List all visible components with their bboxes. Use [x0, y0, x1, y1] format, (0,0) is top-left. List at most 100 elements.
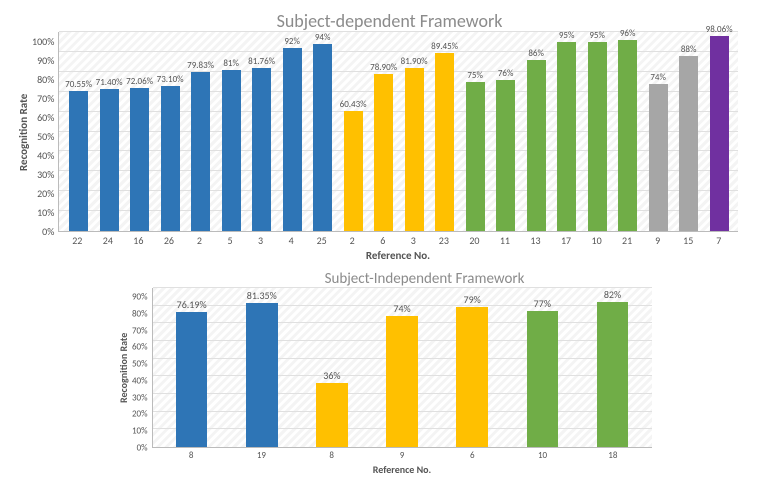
bar: 76%	[496, 80, 515, 231]
xtick-label: 6	[437, 450, 507, 461]
xtick-label: 3	[398, 234, 429, 247]
xtick-label: 10	[581, 234, 612, 247]
xtick-label: 8	[156, 450, 226, 461]
bar-slot: 78.90%	[368, 32, 399, 231]
bar: 71.40%	[100, 89, 119, 231]
bar: 36%	[316, 383, 348, 447]
bar: 81.76%	[252, 68, 271, 231]
chart-subject-dependent: Subject-dependent Framework Recognition …	[15, 10, 764, 262]
bar-value-label: 60.43%	[340, 99, 367, 111]
bar-value-label: 94%	[315, 32, 331, 44]
xtick-label: 10	[507, 450, 577, 461]
bar: 92%	[283, 48, 302, 231]
xtick-label: 3	[245, 234, 276, 247]
bar-slot: 95%	[551, 32, 582, 231]
chart1-title: Subject-dependent Framework	[15, 10, 764, 32]
bar-slot: 76%	[490, 32, 521, 231]
bar: 88%	[679, 56, 698, 231]
bars-layer: 76.19% 81.35% 36% 74% 79% 77% 82%	[153, 288, 652, 447]
chart1-ylabel: Recognition Rate	[15, 32, 32, 232]
ytick-label: 60%	[32, 113, 54, 123]
bar-value-label: 76%	[498, 68, 514, 80]
bar-value-label: 74%	[650, 72, 666, 84]
xtick-label: 4	[276, 234, 307, 247]
bar-value-label: 95%	[589, 30, 605, 42]
xtick-label: 22	[62, 234, 93, 247]
xtick-label: 8	[297, 450, 367, 461]
bar: 79%	[456, 307, 488, 447]
ytick-label: 80%	[32, 75, 54, 85]
bar-value-label: 89.45%	[431, 41, 458, 53]
bar: 82%	[597, 302, 629, 447]
bar-slot: 74%	[643, 32, 674, 231]
ytick-label: 0%	[32, 227, 54, 237]
bar-slot: 77%	[507, 288, 577, 447]
xtick-label: 24	[93, 234, 124, 247]
bar: 74%	[649, 84, 668, 231]
ytick-label: 30%	[132, 393, 148, 402]
bar-value-label: 71.40%	[96, 77, 123, 89]
ytick-label: 20%	[132, 410, 148, 419]
bar: 79.83%	[191, 72, 210, 231]
bar-slot: 81%	[216, 32, 247, 231]
chart2-plot-area: 76.19% 81.35% 36% 74% 79% 77% 82%	[152, 288, 652, 448]
bar: 95%	[588, 42, 607, 231]
bar: 89.45%	[435, 53, 454, 231]
xtick-label: 2	[337, 234, 368, 247]
chart1-xlabel: Reference No.	[58, 249, 738, 262]
xtick-label: 13	[520, 234, 551, 247]
bar-slot: 94%	[307, 32, 338, 231]
bar-slot: 74%	[367, 288, 437, 447]
bar-slot: 96%	[612, 32, 643, 231]
bar-slot: 81.90%	[399, 32, 430, 231]
xtick-label: 7	[703, 234, 734, 247]
bar: 60.43%	[344, 111, 363, 231]
bar-value-label: 73.10%	[157, 74, 184, 86]
bar: 94%	[313, 44, 332, 231]
bar: 98.06%	[710, 36, 729, 231]
bar-slot: 98.06%	[704, 32, 735, 231]
bar-value-label: 78.90%	[370, 62, 397, 74]
bars-layer: 70.55%71.40%72.06%73.10%79.83%81%81.76%9…	[59, 32, 738, 231]
bar-value-label: 95%	[559, 30, 575, 42]
xtick-label: 6	[367, 234, 398, 247]
chart2-ylabel: Recognition Rate	[115, 288, 132, 448]
xtick-label: 2	[184, 234, 215, 247]
bar-value-label: 70.55%	[65, 79, 92, 91]
chart2-xlabel: Reference No.	[152, 463, 652, 476]
bar-value-label: 96%	[620, 28, 636, 40]
bar-value-label: 79.83%	[187, 60, 214, 72]
bar: 86%	[527, 60, 546, 231]
bar-slot: 72.06%	[124, 32, 155, 231]
bar: 73.10%	[161, 86, 180, 231]
bar-value-label: 74%	[393, 302, 410, 316]
bar-value-label: 72.06%	[126, 76, 153, 88]
bar-slot: 73.10%	[155, 32, 186, 231]
bar-value-label: 86%	[528, 48, 544, 60]
xtick-label: 9	[367, 450, 437, 461]
bar-slot: 75%	[460, 32, 491, 231]
bar: 81.35%	[246, 303, 278, 447]
bar-slot: 88%	[673, 32, 704, 231]
bar-slot: 71.40%	[94, 32, 125, 231]
bar: 96%	[618, 40, 637, 231]
bar-value-label: 98.06%	[706, 24, 733, 36]
ytick-label: 90%	[32, 56, 54, 66]
ytick-label: 90%	[132, 293, 148, 302]
bar-value-label: 76.19%	[177, 298, 207, 312]
bar: 76.19%	[176, 312, 208, 447]
bar-slot: 76.19%	[157, 288, 227, 447]
ytick-label: 20%	[32, 189, 54, 199]
ytick-label: 50%	[132, 360, 148, 369]
bar: 78.90%	[374, 74, 393, 231]
bar: 81%	[222, 70, 241, 231]
bar: 70.55%	[69, 91, 88, 231]
xtick-label: 15	[673, 234, 704, 247]
chart1-plot-area: 70.55%71.40%72.06%73.10%79.83%81%81.76%9…	[58, 32, 738, 232]
bar-slot: 79.83%	[185, 32, 216, 231]
bar-value-label: 81.90%	[401, 56, 428, 68]
ytick-label: 30%	[32, 170, 54, 180]
bar-slot: 89.45%	[429, 32, 460, 231]
bar: 95%	[557, 42, 576, 231]
ytick-label: 40%	[32, 151, 54, 161]
